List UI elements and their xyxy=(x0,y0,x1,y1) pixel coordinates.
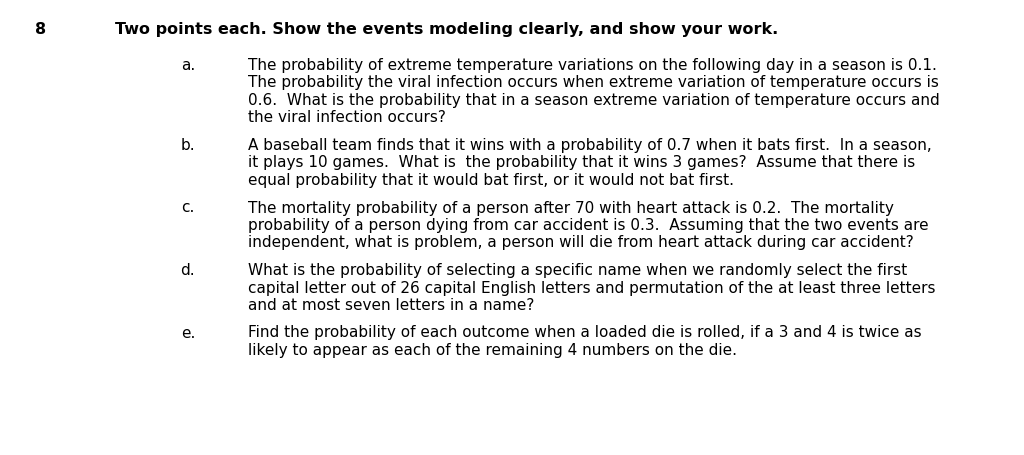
Text: 8: 8 xyxy=(35,22,46,37)
Text: Two points each. Show the events modeling clearly, and show your work.: Two points each. Show the events modelin… xyxy=(115,22,778,37)
Text: and at most seven letters in a name?: and at most seven letters in a name? xyxy=(248,298,535,313)
Text: b.: b. xyxy=(180,138,195,153)
Text: d.: d. xyxy=(180,263,195,278)
Text: e.: e. xyxy=(180,325,195,340)
Text: c.: c. xyxy=(181,201,195,216)
Text: the viral infection occurs?: the viral infection occurs? xyxy=(248,111,445,126)
Text: Find the probability of each outcome when a loaded die is rolled, if a 3 and 4 i: Find the probability of each outcome whe… xyxy=(248,325,922,340)
Text: independent, what is problem, a person will die from heart attack during car acc: independent, what is problem, a person w… xyxy=(248,236,913,251)
Text: A baseball team finds that it wins with a probability of 0.7 when it bats first.: A baseball team finds that it wins with … xyxy=(248,138,932,153)
Text: The probability the viral infection occurs when extreme variation of temperature: The probability the viral infection occu… xyxy=(248,76,939,91)
Text: What is the probability of selecting a specific name when we randomly select the: What is the probability of selecting a s… xyxy=(248,263,907,278)
Text: it plays 10 games.  What is  the probability that it wins 3 games?  Assume that : it plays 10 games. What is the probabili… xyxy=(248,156,915,171)
Text: equal probability that it would bat first, or it would not bat first.: equal probability that it would bat firs… xyxy=(248,173,734,188)
Text: a.: a. xyxy=(181,58,195,73)
Text: 0.6.  What is the probability that in a season extreme variation of temperature : 0.6. What is the probability that in a s… xyxy=(248,93,940,108)
Text: The mortality probability of a person after 70 with heart attack is 0.2.  The mo: The mortality probability of a person af… xyxy=(248,201,894,216)
Text: probability of a person dying from car accident is 0.3.  Assuming that the two e: probability of a person dying from car a… xyxy=(248,218,929,233)
Text: The probability of extreme temperature variations on the following day in a seas: The probability of extreme temperature v… xyxy=(248,58,937,73)
Text: capital letter out of 26 capital English letters and permutation of the at least: capital letter out of 26 capital English… xyxy=(248,280,936,295)
Text: likely to appear as each of the remaining 4 numbers on the die.: likely to appear as each of the remainin… xyxy=(248,343,737,358)
